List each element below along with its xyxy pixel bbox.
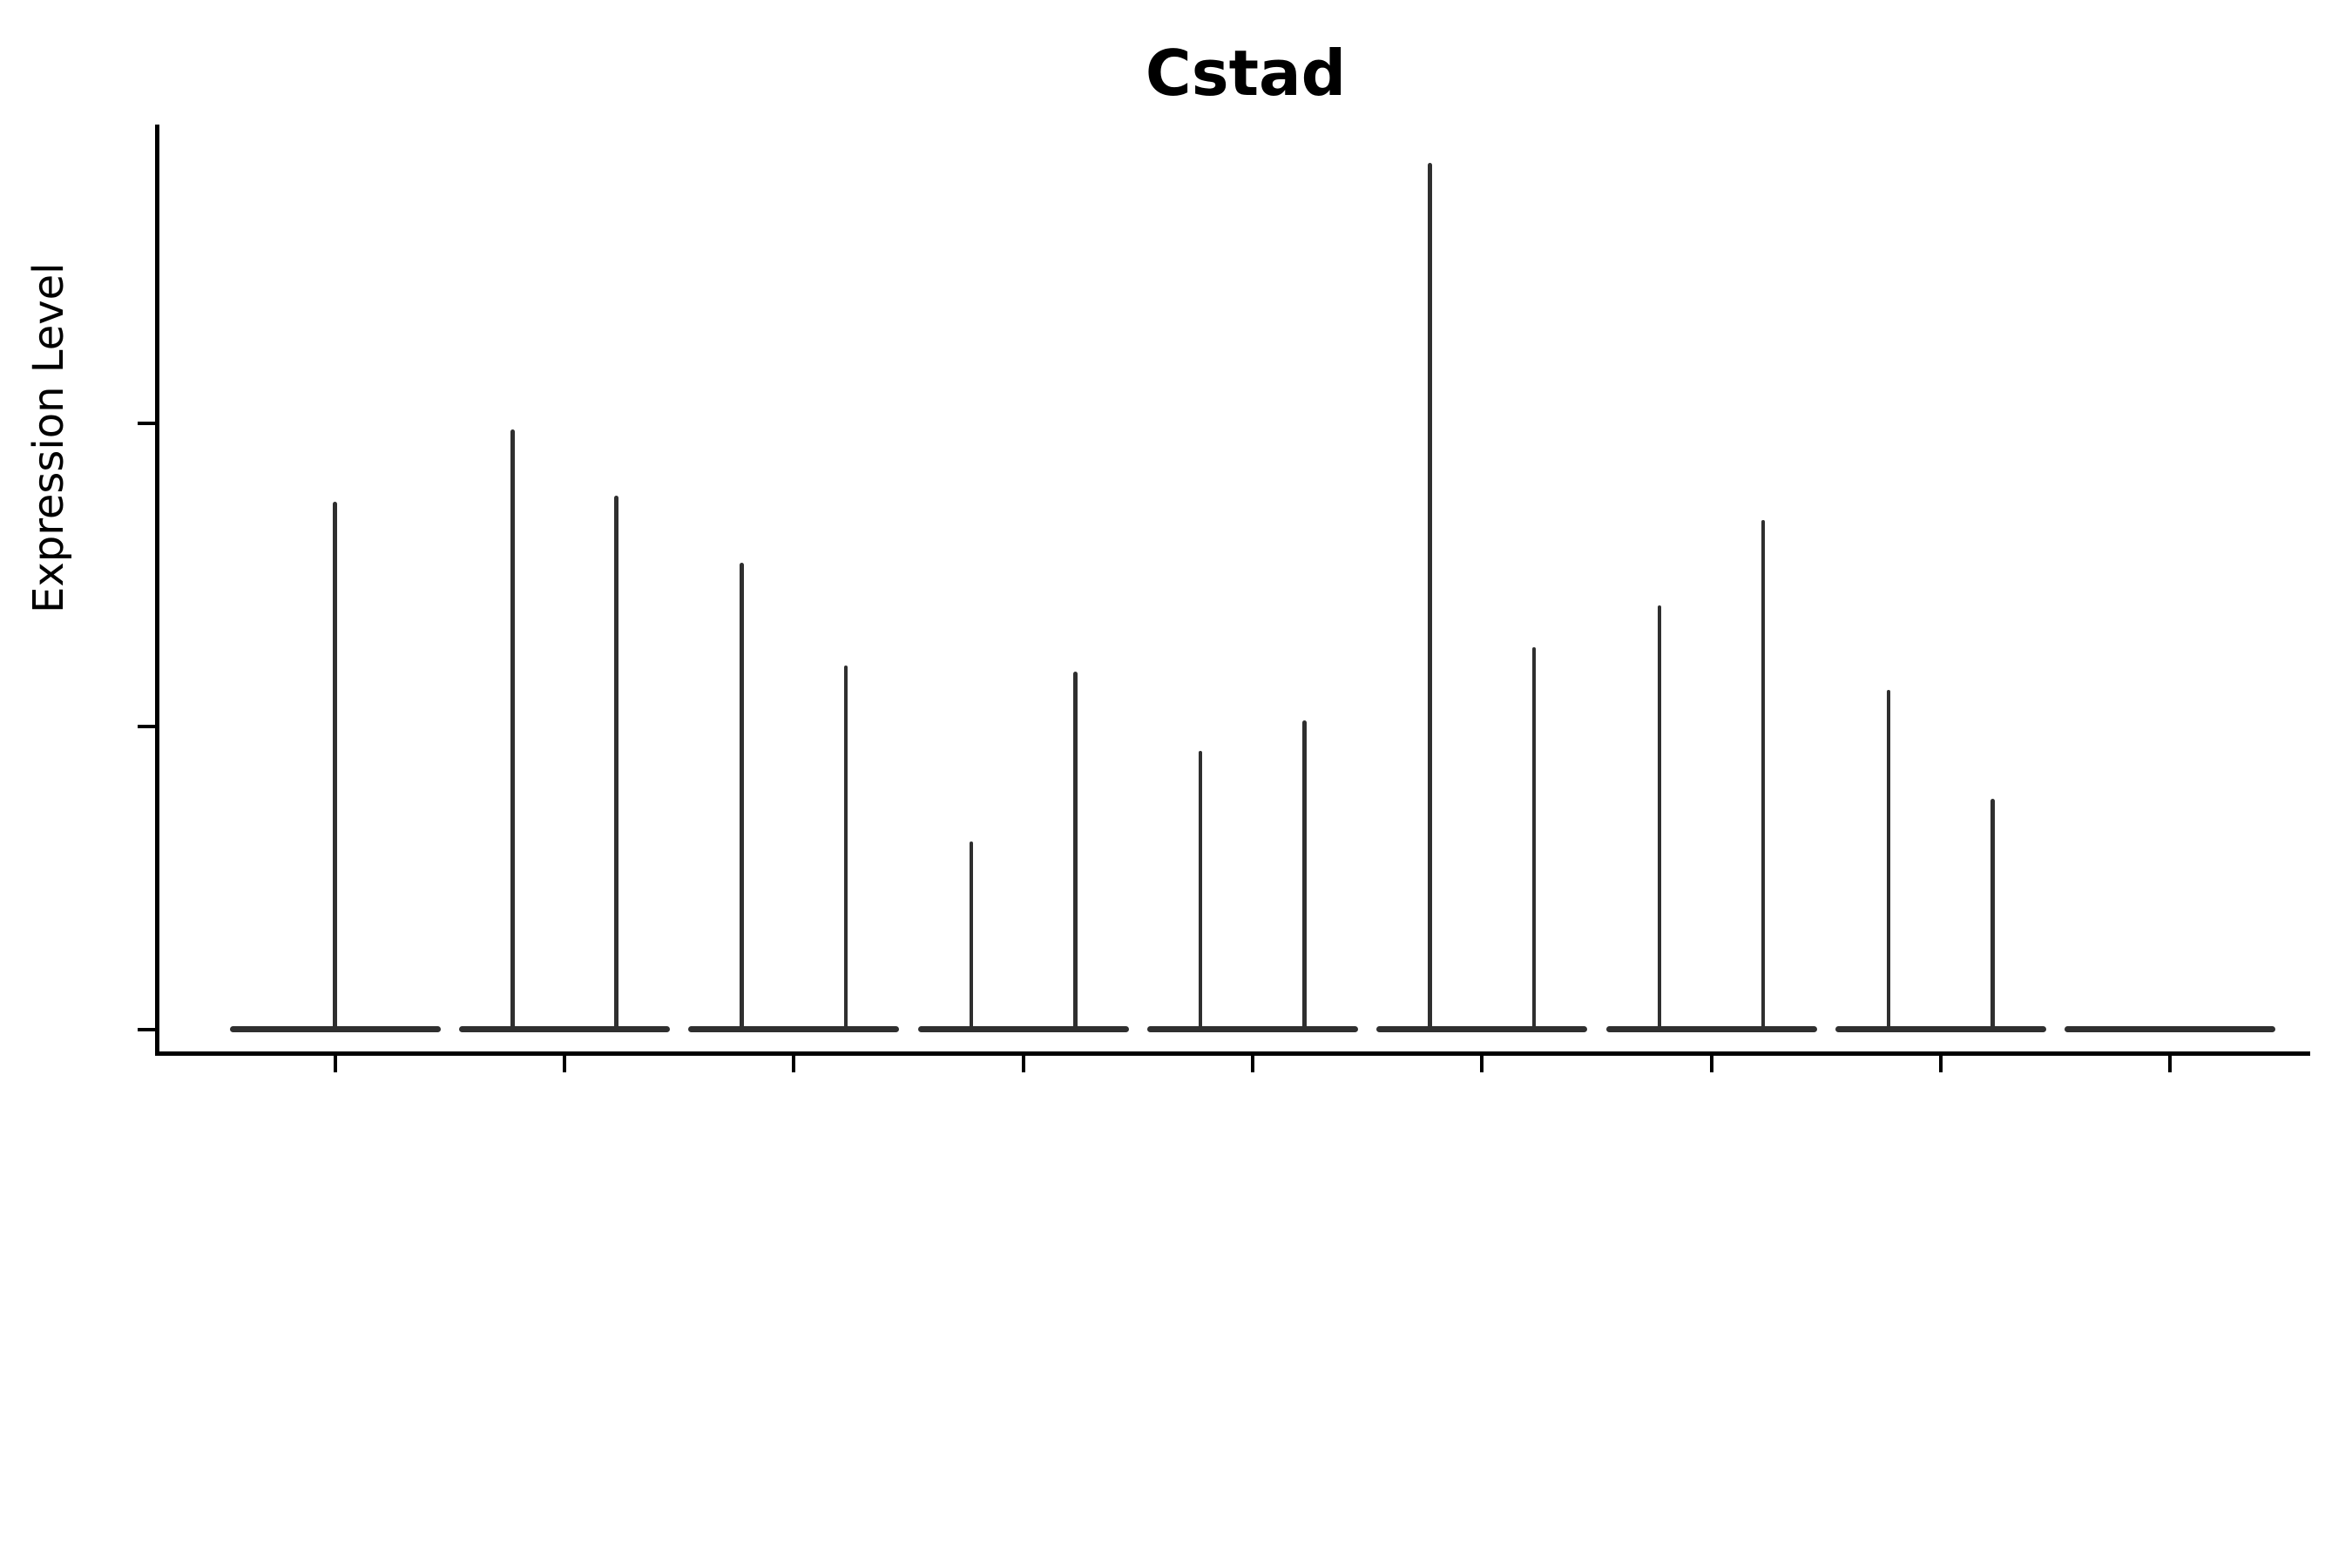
x-tick-mark [563, 1056, 566, 1072]
violin-spike [1886, 690, 1891, 1032]
x-tick-mark [1938, 1056, 1943, 1072]
violin-spike [1302, 720, 1307, 1032]
violin-spike [1761, 520, 1766, 1032]
x-tick-mark [1480, 1056, 1484, 1072]
violin-spike [1073, 672, 1078, 1032]
violin-spike [1657, 605, 1662, 1032]
violin-spike [969, 841, 974, 1032]
violin-spike [843, 666, 848, 1032]
violin-baseline [1146, 1026, 1358, 1033]
violin-spike [510, 429, 515, 1032]
violin-baseline [1835, 1026, 2046, 1033]
x-tick-mark [2168, 1056, 2173, 1072]
violin-spike [614, 496, 618, 1032]
violin-baseline [688, 1026, 900, 1033]
y-tick-mark [138, 1027, 157, 1031]
violin-baseline [1605, 1026, 1817, 1033]
y-axis-spine [155, 125, 159, 1056]
x-axis-spine [155, 1051, 2310, 1056]
y-tick-mark [138, 422, 157, 425]
x-tick-mark [1709, 1056, 1713, 1072]
violin-baseline [459, 1026, 670, 1033]
violin-spike [333, 502, 337, 1032]
violin-baseline [1376, 1026, 1588, 1033]
x-tick-mark [333, 1056, 337, 1072]
plot-title: Cstad [1145, 37, 1347, 110]
violin-spike [1990, 799, 1995, 1032]
violin-spike [1198, 750, 1203, 1032]
y-tick-mark [138, 724, 157, 728]
violin-baseline [2065, 1026, 2276, 1033]
violin-baseline [917, 1026, 1129, 1033]
y-axis-label: Expression Level [24, 262, 73, 613]
violin-spike [1428, 162, 1432, 1032]
x-tick-mark [1250, 1056, 1254, 1072]
x-tick-mark [792, 1056, 796, 1072]
violin-spike [740, 562, 744, 1032]
x-tick-mark [1021, 1056, 1025, 1072]
violin-spike [1531, 647, 1537, 1032]
